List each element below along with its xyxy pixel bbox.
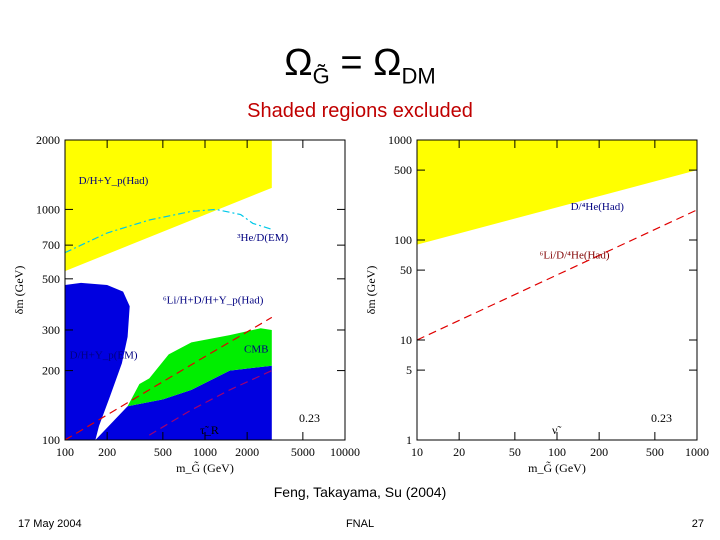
- x-axis-label: m_G̃ (GeV): [176, 461, 234, 475]
- corner-value-label: 0.23: [651, 411, 672, 425]
- x-tick-label: 100: [56, 445, 74, 459]
- region-3: [95, 365, 272, 440]
- y-tick-label: 1000: [388, 133, 412, 147]
- y-tick-label: 700: [42, 238, 60, 252]
- title-omega: Ω: [284, 42, 313, 84]
- particle-label: τ̃_R: [200, 423, 219, 437]
- figure: D/H+Y_p(Had) ³He/D(EM) ⁶Li/H+D/H+Y_p(Had) D…: [12, 133, 709, 475]
- curve-2: [65, 316, 273, 440]
- x-tick-label: 20: [453, 445, 465, 459]
- region-1: [417, 140, 697, 245]
- y-tick-label: 300: [42, 323, 60, 337]
- plot-area: [65, 140, 273, 440]
- y-axis-label: δm (GeV): [12, 266, 26, 315]
- chart-panel-2: D/⁴He(Had) ⁶Li/D/⁴He(Had) 10 20 50 100 200 500 1…: [364, 133, 709, 475]
- region-label-1: D/H+Y_p(Had): [79, 175, 149, 187]
- x-tick-label: 10000: [330, 445, 360, 459]
- title-gravitino-sub: G̃: [312, 63, 330, 89]
- x-tick-label: 500: [154, 445, 172, 459]
- region-2: [65, 282, 130, 440]
- x-axis-label: m_G̃ (GeV): [528, 461, 586, 475]
- footer-date: 17 May 2004: [18, 518, 82, 530]
- x-tick-label: 200: [590, 445, 608, 459]
- y-tick-label: 500: [394, 163, 412, 177]
- y-tick-label: 100: [42, 433, 60, 447]
- y-tick-label: 5: [406, 363, 412, 377]
- curve-1: [65, 208, 272, 254]
- y-tick-label: 500: [42, 272, 60, 286]
- x-tick-label: 200: [98, 445, 116, 459]
- x-tick-label: 1000: [685, 445, 709, 459]
- region-4: [127, 328, 272, 407]
- y-tick-label: 50: [400, 263, 412, 277]
- corner-value-label: 0.23: [299, 411, 320, 425]
- footer-venue: FNAL: [345, 518, 375, 530]
- x-tick-label: 100: [548, 445, 566, 459]
- footer-page-number: 27: [691, 518, 704, 530]
- y-tick-label: 2000: [36, 133, 60, 147]
- x-tick-label: 10: [411, 445, 423, 459]
- particle-label: ν̃: [552, 423, 561, 437]
- x-tick-label: 1000: [193, 445, 217, 459]
- y-tick-label: 10: [400, 333, 412, 347]
- chart-panel-1: D/H+Y_p(Had) ³He/D(EM) ⁶Li/H+D/H+Y_p(Had) D…: [12, 133, 360, 475]
- x-tick-label: 50: [509, 445, 521, 459]
- y-tick-label: 1: [406, 433, 412, 447]
- title-dm-sub: DM: [401, 63, 436, 89]
- slide-subtitle: Shaded regions excluded: [247, 100, 473, 122]
- title-equals-omega: = Ω: [329, 42, 402, 84]
- x-tick-label: 2000: [235, 445, 259, 459]
- x-tick-label: 500: [646, 445, 664, 459]
- region-label-4: D/H+Y_p(EM): [70, 349, 138, 361]
- y-axis-label: δm (GeV): [364, 266, 378, 315]
- region-label-3: ⁶Li/H+D/H+Y_p(Had): [163, 295, 264, 307]
- slide-title: ΩG̃ = ΩDM: [0, 42, 720, 90]
- x-tick-label: 5000: [291, 445, 315, 459]
- y-tick-label: 1000: [36, 202, 60, 216]
- region-label-2: ⁶Li/D/⁴He(Had): [540, 250, 610, 262]
- curve-3: [148, 370, 273, 436]
- region-label-2: ³He/D(EM): [237, 232, 288, 244]
- citation: Feng, Takayama, Su (2004): [273, 484, 447, 500]
- y-tick-label: 100: [394, 233, 412, 247]
- y-tick-label: 200: [42, 364, 60, 378]
- region-1: [65, 140, 272, 272]
- plot-area: [417, 140, 697, 341]
- region-label-5: CMB: [244, 343, 268, 355]
- region-label-1: D/⁴He(Had): [571, 201, 625, 213]
